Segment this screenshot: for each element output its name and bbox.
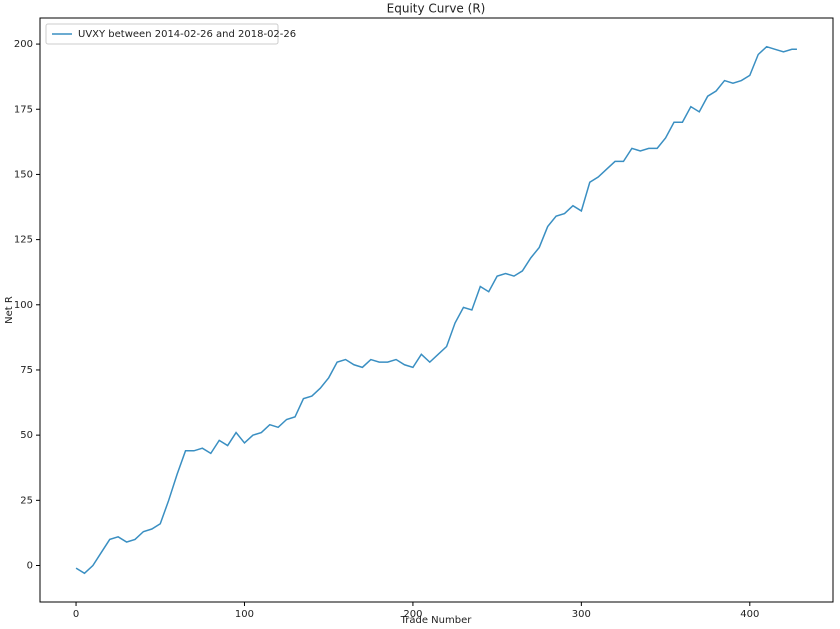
x-tick-label: 300 bbox=[572, 609, 591, 620]
y-tick-label: 200 bbox=[14, 39, 33, 50]
y-tick-label: 75 bbox=[20, 365, 33, 376]
legend-label: UVXY between 2014-02-26 and 2018-02-26 bbox=[78, 29, 296, 40]
y-tick-label: 0 bbox=[27, 561, 33, 572]
x-tick-label: 400 bbox=[740, 609, 759, 620]
y-tick-label: 25 bbox=[20, 495, 33, 506]
chart-title: Equity Curve (R) bbox=[387, 2, 486, 16]
plot-frame bbox=[39, 17, 834, 603]
y-tick-label: 150 bbox=[14, 169, 33, 180]
y-tick-label: 125 bbox=[14, 235, 33, 246]
x-axis-label: Trade Number bbox=[400, 615, 473, 626]
x-tick-label: 0 bbox=[73, 609, 79, 620]
x-tick-label: 200 bbox=[403, 609, 422, 620]
y-tick-label: 100 bbox=[14, 300, 33, 311]
x-tick-label: 100 bbox=[235, 609, 254, 620]
y-tick-label: 175 bbox=[14, 104, 33, 115]
data-line bbox=[75, 45, 797, 575]
y-axis-label: Net R bbox=[4, 296, 15, 324]
y-tick-label: 50 bbox=[20, 430, 33, 441]
legend-box bbox=[45, 23, 279, 45]
